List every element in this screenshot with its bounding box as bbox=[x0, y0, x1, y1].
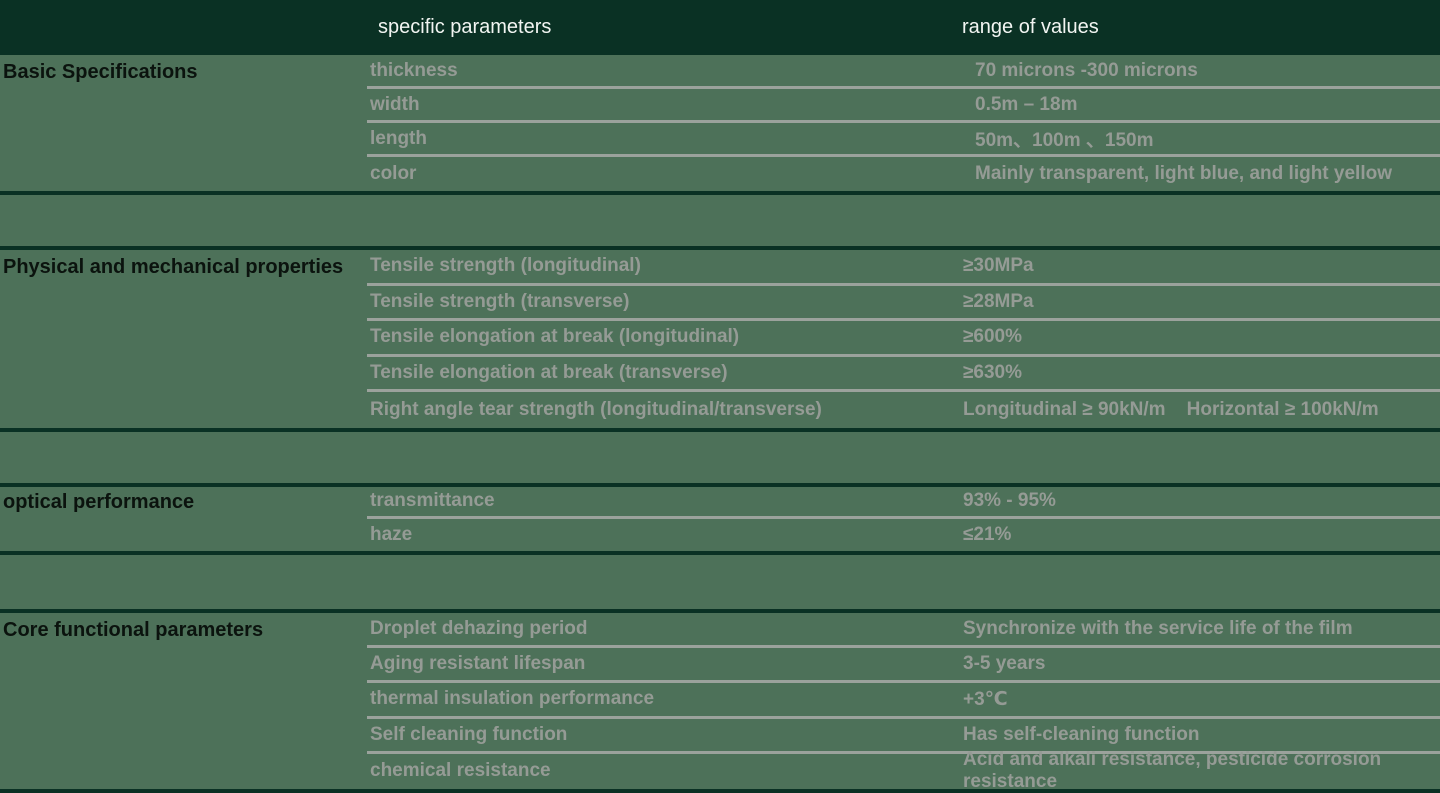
value-cell: 93% - 95% bbox=[963, 490, 1056, 512]
value-cell: +3℃ bbox=[963, 688, 1008, 710]
table-row: Aging resistant lifespan 3-5 years bbox=[367, 648, 1440, 684]
section-rows: Tensile strength (longitudinal) ≥30MPa T… bbox=[367, 250, 1440, 428]
param-cell: Tensile strength (transverse) bbox=[370, 290, 630, 312]
param-cell: transmittance bbox=[370, 490, 495, 512]
param-cell: Tensile elongation at break (transverse) bbox=[370, 362, 728, 384]
section-rows: Droplet dehazing period Synchronize with… bbox=[367, 613, 1440, 792]
param-cell: Self cleaning function bbox=[370, 723, 568, 745]
param-cell: chemical resistance bbox=[370, 760, 551, 782]
table-row: Tensile strength (transverse) ≥28MPa bbox=[367, 286, 1440, 322]
param-cell: thermal insulation performance bbox=[370, 688, 655, 710]
param-cell: width bbox=[370, 93, 420, 115]
table-row: Tensile elongation at break (longitudina… bbox=[367, 321, 1440, 357]
value-cell: Has self-cleaning function bbox=[963, 723, 1200, 745]
value-cell: Synchronize with the service life of the… bbox=[963, 618, 1353, 640]
table-row: Droplet dehazing period Synchronize with… bbox=[367, 613, 1440, 649]
table-row: haze ≤21% bbox=[367, 519, 1440, 551]
param-cell: Droplet dehazing period bbox=[370, 618, 588, 640]
value-cell: ≥630% bbox=[963, 362, 1023, 384]
table-row: chemical resistance Acid and alkali resi… bbox=[367, 749, 1440, 792]
table-row: thermal insulation performance +3℃ bbox=[367, 683, 1440, 719]
section-core-functional-parameters: Core functional parameters Droplet dehaz… bbox=[0, 608, 1440, 793]
param-cell: thickness bbox=[370, 59, 458, 81]
section-rows: thickness 70 microns -300 microns width … bbox=[367, 55, 1440, 191]
section-title: Physical and mechanical properties bbox=[3, 256, 344, 279]
value-cell: ≥28MPa bbox=[963, 290, 1034, 312]
section-title: optical performance bbox=[3, 491, 195, 514]
section-rows: transmittance 93% - 95% haze ≤21% bbox=[367, 487, 1440, 551]
section-title: Core functional parameters bbox=[3, 619, 264, 642]
value-cell: ≤21% bbox=[963, 523, 1012, 545]
table-row: color Mainly transparent, light blue, an… bbox=[367, 157, 1440, 191]
value-cell: ≥600% bbox=[963, 326, 1023, 348]
section-basic-specifications: Basic Specifications thickness 70 micron… bbox=[0, 55, 1440, 195]
section-title: Basic Specifications bbox=[3, 60, 198, 83]
param-cell: Aging resistant lifespan bbox=[370, 653, 586, 675]
table-row: transmittance 93% - 95% bbox=[367, 487, 1440, 519]
value-cell: ≥30MPa bbox=[963, 255, 1034, 277]
value-cell: 3-5 years bbox=[963, 653, 1046, 675]
section-optical-performance: optical performance transmittance 93% - … bbox=[0, 482, 1440, 555]
value-cell: 70 microns -300 microns bbox=[975, 59, 1198, 81]
section-physical-mechanical-properties: Physical and mechanical properties Tensi… bbox=[0, 246, 1440, 432]
section-gap bbox=[0, 554, 1440, 609]
param-cell: length bbox=[370, 127, 427, 149]
param-cell: Tensile elongation at break (longitudina… bbox=[370, 326, 740, 348]
column-header-range-of-values: range of values bbox=[962, 16, 1099, 38]
table-row: Tensile elongation at break (transverse)… bbox=[367, 357, 1440, 393]
table-row: width 0.5m – 18m bbox=[367, 89, 1440, 123]
table-row: Right angle tear strength (longitudinal/… bbox=[367, 392, 1440, 428]
value-cell: Mainly transparent, light blue, and ligh… bbox=[975, 163, 1392, 184]
value-cell: Acid and alkali resistance, pesticide co… bbox=[963, 749, 1387, 793]
value-cell: 50m、100m 、150m bbox=[975, 130, 1154, 151]
table-row: Tensile strength (longitudinal) ≥30MPa bbox=[367, 250, 1440, 286]
param-cell: Right angle tear strength (longitudinal/… bbox=[370, 399, 822, 421]
param-cell: color bbox=[370, 163, 417, 184]
value-cell: Longitudinal ≥ 90kN/m Horizontal ≥ 100kN… bbox=[963, 399, 1379, 421]
value-cell: 0.5m – 18m bbox=[975, 93, 1078, 115]
param-cell: haze bbox=[370, 523, 413, 545]
section-gap bbox=[0, 431, 1440, 483]
column-header-specific-parameters: specific parameters bbox=[378, 16, 552, 38]
table-header: specific parameters range of values bbox=[0, 0, 1440, 55]
table-row: length 50m、100m 、150m bbox=[367, 123, 1440, 157]
table-row: thickness 70 microns -300 microns bbox=[367, 55, 1440, 89]
section-gap bbox=[0, 195, 1440, 246]
table-row: Self cleaning function Has self-cleaning… bbox=[367, 719, 1440, 754]
param-cell: Tensile strength (longitudinal) bbox=[370, 255, 641, 277]
